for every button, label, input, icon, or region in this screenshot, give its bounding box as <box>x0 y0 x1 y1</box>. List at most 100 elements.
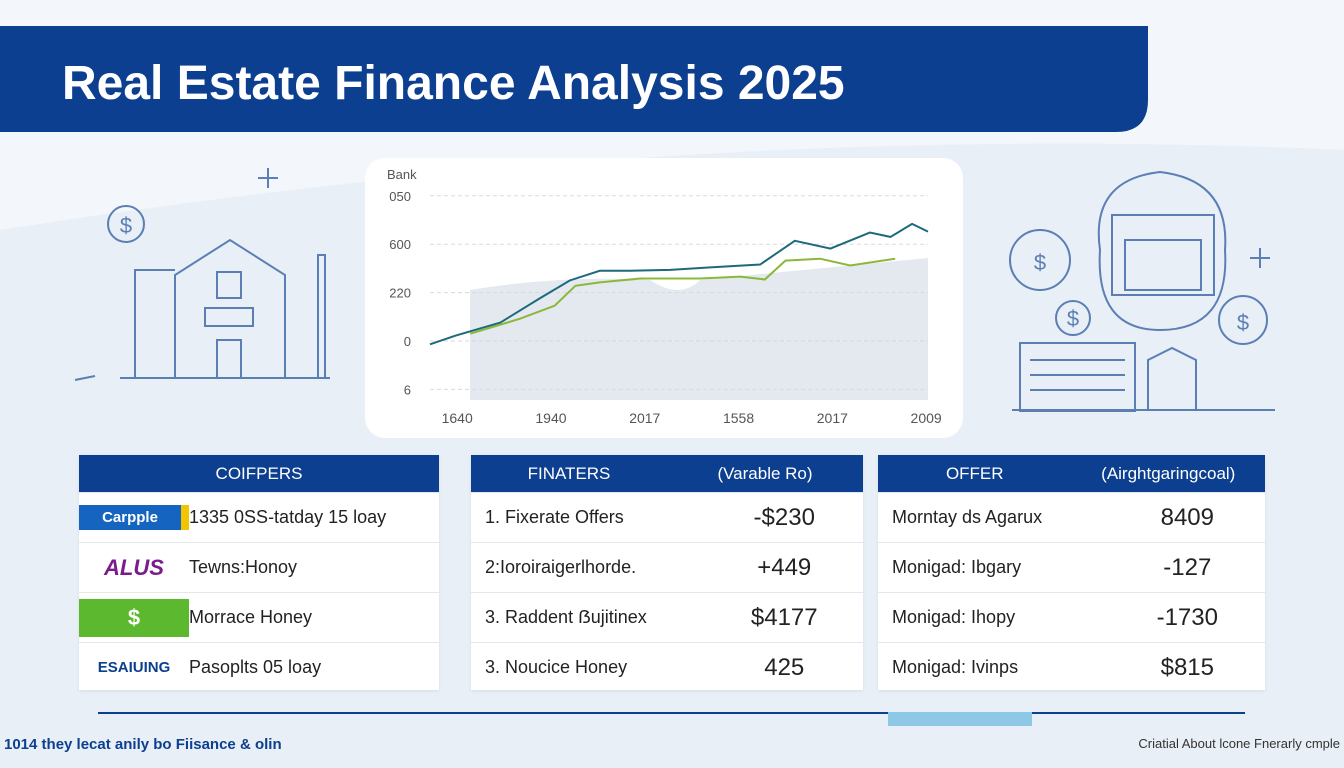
footer-right: Criatial About lcone Fnerarly cmple <box>1138 736 1340 751</box>
table-row: Carpple 1335 0SS-tatday 15 loay <box>79 492 439 542</box>
cell-text: $815 <box>1160 653 1214 681</box>
table-cell: 3. Noucice Honey <box>471 657 706 678</box>
bank-icon <box>1009 170 1275 412</box>
chart-label: Bank <box>387 167 417 182</box>
table-row: Monigad: Ivinps $815 <box>878 642 1265 692</box>
x-tick-label: 2017 <box>817 410 848 426</box>
table-cell: Morrace Honey <box>189 607 439 628</box>
header-cell: COIFPERS <box>215 463 303 483</box>
cell-text: 2:Ioroiraigerlhorde. <box>485 557 637 577</box>
cell-text: -$230 <box>753 503 815 531</box>
cell-text: Morrace Honey <box>189 607 313 627</box>
table-cell: Morntay ds Agarux <box>878 507 1110 528</box>
table-row: Monigad: Ihopy -1730 <box>878 592 1265 642</box>
table-cell: Monigad: Ihopy <box>878 607 1110 628</box>
cell-text: 1. Fixerate Offers <box>485 507 624 527</box>
cell-text: 425 <box>764 653 805 681</box>
svg-text:$: $ <box>1034 250 1046 275</box>
table-header: COIFPERS <box>79 455 439 492</box>
cell-text: Morntay ds Agarux <box>892 507 1043 527</box>
series-line <box>470 257 896 335</box>
cell-text: 1335 0SS-tatday 15 loay <box>189 507 387 527</box>
series-line <box>429 222 929 346</box>
table-cell: ESAIUING <box>79 659 189 676</box>
title: Real Estate Finance Analysis 2025 <box>62 57 845 110</box>
table-row: 2:Ioroiraigerlhorde. +449 <box>471 542 863 592</box>
table-cell: 8409 <box>1110 504 1265 532</box>
table-row: 3. Raddent ẞujitinex $4177 <box>471 592 863 642</box>
cell-text: +449 <box>757 553 812 581</box>
cell-text: 3. Noucice Honey <box>485 657 628 677</box>
table: OFFER (Airghtgaringcoal) Morntay ds Agarux… <box>878 455 1265 690</box>
logo: Carpple <box>79 505 189 530</box>
y-tick-label: 220 <box>389 286 411 301</box>
table-cell: +449 <box>706 554 864 582</box>
table-cell: -127 <box>1110 554 1265 582</box>
cell-text: $4177 <box>750 603 818 631</box>
table-cell: 1. Fixerate Offers <box>471 507 706 528</box>
table-cell: ALUS <box>79 555 189 581</box>
table-cell: -1730 <box>1110 604 1265 632</box>
x-tick-label: 1558 <box>723 410 754 426</box>
table-row: Morntay ds Agarux 8409 <box>878 492 1265 542</box>
cell-text: Monigad: Ivinps <box>892 657 1019 677</box>
table-cell: $ <box>79 598 189 637</box>
table-row: ESAIUING Pasoplts 05 loay <box>79 642 439 692</box>
table-row: 1. Fixerate Offers -$230 <box>471 492 863 542</box>
x-tick-label: 1640 <box>442 410 473 426</box>
cell-text: 3. Raddent ẞujitinex <box>485 607 647 627</box>
logo: ALUS <box>104 554 164 580</box>
y-tick-label: 050 <box>389 189 411 204</box>
table-cell: 1335 0SS-tatday 15 loay <box>189 507 439 528</box>
dollar-icons: $ $ $ <box>1034 250 1249 335</box>
header-bar <box>0 26 1148 132</box>
table-cell: $4177 <box>706 604 864 632</box>
header-cell: (Varable Ro) <box>717 463 813 483</box>
table-row: Monigad: Ibgary -127 <box>878 542 1265 592</box>
table: FINATERS (Varable Ro) 1. Fixerate Offers -$… <box>471 455 863 690</box>
cell-text: -127 <box>1163 553 1212 581</box>
table-cell: 2:Ioroiraigerlhorde. <box>471 557 706 578</box>
table-cell: Pasoplts 05 loay <box>189 657 439 678</box>
x-tick-label: 2009 <box>911 410 942 426</box>
chart-shade <box>470 258 928 400</box>
table-row: $ Morrace Honey <box>79 592 439 642</box>
svg-text:$: $ <box>1067 306 1079 331</box>
house-icon <box>74 168 330 381</box>
footer-left: 1014 they lecat anily bo Fiisance & olin <box>4 736 282 753</box>
table-header: OFFER (Airghtgaringcoal) <box>878 455 1265 492</box>
header-cell: OFFER <box>945 463 1004 483</box>
cell-text: Monigad: Ihopy <box>892 607 1016 627</box>
cell-text: Tewns:Honoy <box>189 557 298 577</box>
table-row: 3. Noucice Honey 425 <box>471 642 863 692</box>
y-tick-label: 600 <box>389 237 411 252</box>
cell-text: 8409 <box>1160 503 1214 531</box>
x-tick-label: 1940 <box>535 410 566 426</box>
y-tick-label: 6 <box>404 382 411 397</box>
dollar-icon: $ <box>120 213 132 238</box>
table-cell: Monigad: Ivinps <box>878 657 1110 678</box>
table-row: ALUS Tewns:Honoy <box>79 542 439 592</box>
cell-text: Pasoplts 05 loay <box>189 657 322 677</box>
chart: 050 600 220 0 6 1640 1940 2017 1558 2017 2009 <box>389 189 942 426</box>
svg-text:$: $ <box>1237 310 1249 335</box>
table-cell: Monigad: Ibgary <box>878 557 1110 578</box>
logo: ESAIUING <box>97 659 171 676</box>
cell-text: -1730 <box>1156 603 1218 631</box>
table-cell: -$230 <box>706 504 864 532</box>
table-cell: Carpple <box>79 505 189 530</box>
logo: $ <box>79 598 189 637</box>
table-cell: 425 <box>706 654 864 682</box>
table-header: FINATERS (Varable Ro) <box>471 455 863 492</box>
header-cell: (Airghtgaringcoal) <box>1101 463 1236 483</box>
table-cell: 3. Raddent ẞujitinex <box>471 607 706 628</box>
table-cell: Tewns:Honoy <box>189 557 439 578</box>
cell-text: Monigad: Ibgary <box>892 557 1022 577</box>
table-cell: $815 <box>1110 654 1265 682</box>
table: COIFPERS Carpple 1335 0SS-tatday 15 loay AL… <box>79 455 439 690</box>
x-tick-label: 2017 <box>629 410 660 426</box>
footer-accent <box>888 712 1032 726</box>
y-tick-label: 0 <box>404 334 411 349</box>
header-cell: FINATERS <box>527 463 611 483</box>
